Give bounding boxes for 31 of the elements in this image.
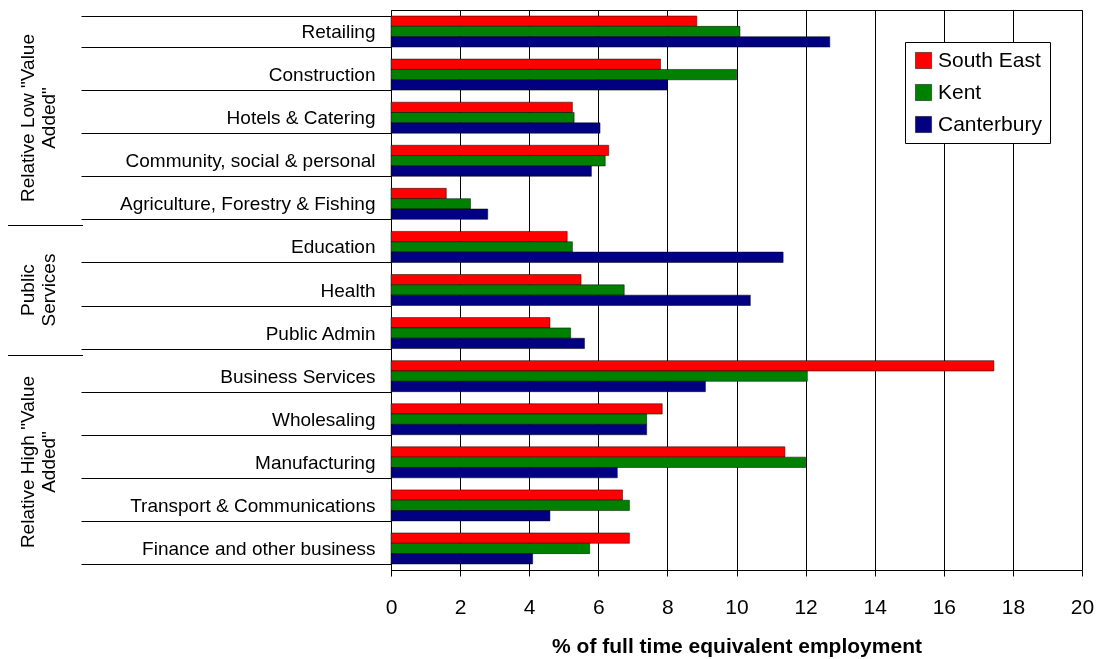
x-tick-label: 6 bbox=[592, 594, 605, 618]
text: Public Services bbox=[17, 252, 59, 329]
y-tick-label: Wholesaling bbox=[272, 408, 376, 430]
legend-label: Canterbury bbox=[938, 111, 1043, 135]
y-tick-label: Agriculture, Forestry & Fishing bbox=[119, 193, 376, 215]
x-axis-title: % of full time equivalent employment bbox=[552, 633, 922, 657]
text: Relative High "Value Added" bbox=[17, 375, 59, 551]
y-tick-label: Public Admin bbox=[265, 322, 376, 344]
y-tick-label: Manufacturing bbox=[255, 451, 376, 473]
y-tick-label: Community, social & personal bbox=[125, 150, 376, 172]
legend-label: South East bbox=[938, 47, 1041, 71]
y-tick-label: Health bbox=[320, 279, 376, 301]
x-tick-label: 4 bbox=[523, 594, 536, 618]
x-tick-label: 0 bbox=[385, 594, 398, 618]
x-tick-label: 20 bbox=[1070, 594, 1095, 618]
y-tick-label: Finance and other business bbox=[142, 537, 376, 559]
x-tick-label: 2 bbox=[454, 594, 467, 618]
x-tick-label: 12 bbox=[794, 594, 818, 618]
y-tick-label: Transport & Communications bbox=[130, 494, 376, 516]
x-tick-label: 8 bbox=[662, 594, 674, 618]
y-tick-label: Education bbox=[290, 236, 376, 258]
legend-label: Kent bbox=[938, 79, 982, 103]
x-tick-label: 10 bbox=[725, 594, 749, 618]
text: Relative Low "Value Added" bbox=[17, 32, 59, 204]
x-tick-label: 14 bbox=[863, 594, 888, 618]
y-tick-label: Construction bbox=[268, 64, 376, 86]
y-tick-label: Retailing bbox=[301, 21, 376, 43]
x-tick-label: 16 bbox=[932, 594, 956, 618]
y-tick-label: Hotels & Catering bbox=[226, 107, 376, 129]
x-tick-label: 18 bbox=[1001, 594, 1026, 618]
y-tick-label: Business Services bbox=[220, 365, 376, 387]
